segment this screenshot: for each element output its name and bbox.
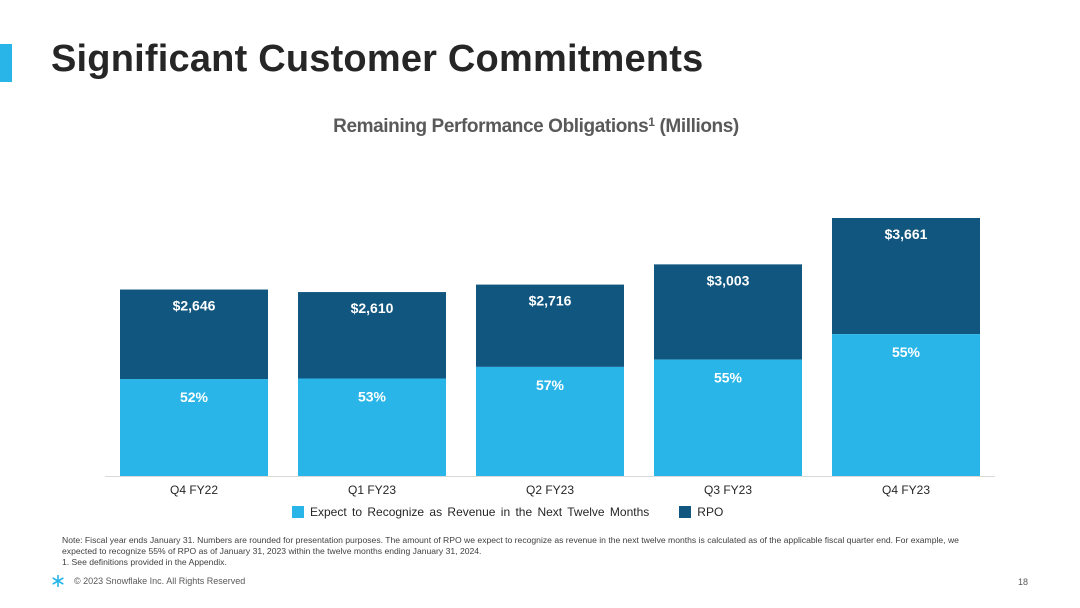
footnote-line-3: 1. See definitions provided in the Appen… [62,557,227,567]
x-tick-label: Q2 FY23 [526,483,574,497]
x-tick-label: Q1 FY23 [348,483,396,497]
footnote-line-1: Note: Fiscal year ends January 31. Numbe… [62,535,959,545]
legend-swatch-ntm [292,506,304,518]
snowflake-logo-icon [52,575,64,587]
chart-title-text: Remaining Performance Obligations [333,116,649,137]
pct-label: 53% [358,389,387,405]
x-tick-label: Q4 FY22 [170,483,218,497]
total-label: $2,716 [529,293,572,309]
rpo-stacked-bar-chart: $2,646 52% Q4 FY22 $2,610 53% Q1 FY23 $2,716 57… [105,218,995,497]
bar-ntm-q2-fy23 [476,366,624,476]
chart-legend: Expect to Recognize as Revenue in the Ne… [292,505,753,519]
total-label: $2,610 [351,300,394,316]
chart-title-suffix: (Millions) [659,116,739,137]
bar-rpo-q4-fy22 [120,289,268,380]
legend-item-rpo: RPO [679,505,723,519]
legend-label-rpo: RPO [697,505,724,519]
bar-ntm-q1-fy23 [298,378,446,476]
chart-title-footnote-marker: 1 [648,115,655,129]
x-tick-label: Q4 FY23 [882,483,930,497]
bar-rpo-q3-fy23 [654,264,802,360]
chart-title: Remaining Performance Obligations1 (Mill… [0,115,1072,138]
legend-swatch-rpo [679,506,692,518]
x-tick-label: Q3 FY23 [704,483,752,497]
footnote-line-2: expected to recognize 55% of RPO as of J… [62,546,482,556]
bar-ntm-q4-fy22 [120,379,268,476]
legend-label-ntm: Expect to Recognize as Revenue in the Ne… [310,505,650,519]
page-title: Significant Customer Commitments [51,38,704,80]
pct-label: 52% [180,389,209,405]
pct-label: 57% [536,377,565,393]
total-label: $3,003 [707,272,750,288]
total-label: $3,661 [885,226,928,242]
pct-label: 55% [892,344,921,360]
bar-rpo-q1-fy23 [298,292,446,379]
bar-ntm-q4-fy23 [832,334,980,476]
page-number: 18 [1017,577,1028,587]
footnote: Note: Fiscal year ends January 31. Numbe… [62,535,1032,568]
title-accent-bar [0,44,12,82]
copyright-text: © 2023 Snowflake Inc. All Rights Reserve… [74,576,246,586]
pct-label: 55% [714,370,743,386]
footer: © 2023 Snowflake Inc. All Rights Reserve… [52,575,245,587]
bar-ntm-q3-fy23 [654,359,802,476]
legend-item-ntm: Expect to Recognize as Revenue in the Ne… [292,505,649,519]
bar-rpo-q2-fy23 [476,284,624,367]
total-label: $2,646 [173,298,216,314]
bar-rpo-q4-fy23 [832,218,980,335]
